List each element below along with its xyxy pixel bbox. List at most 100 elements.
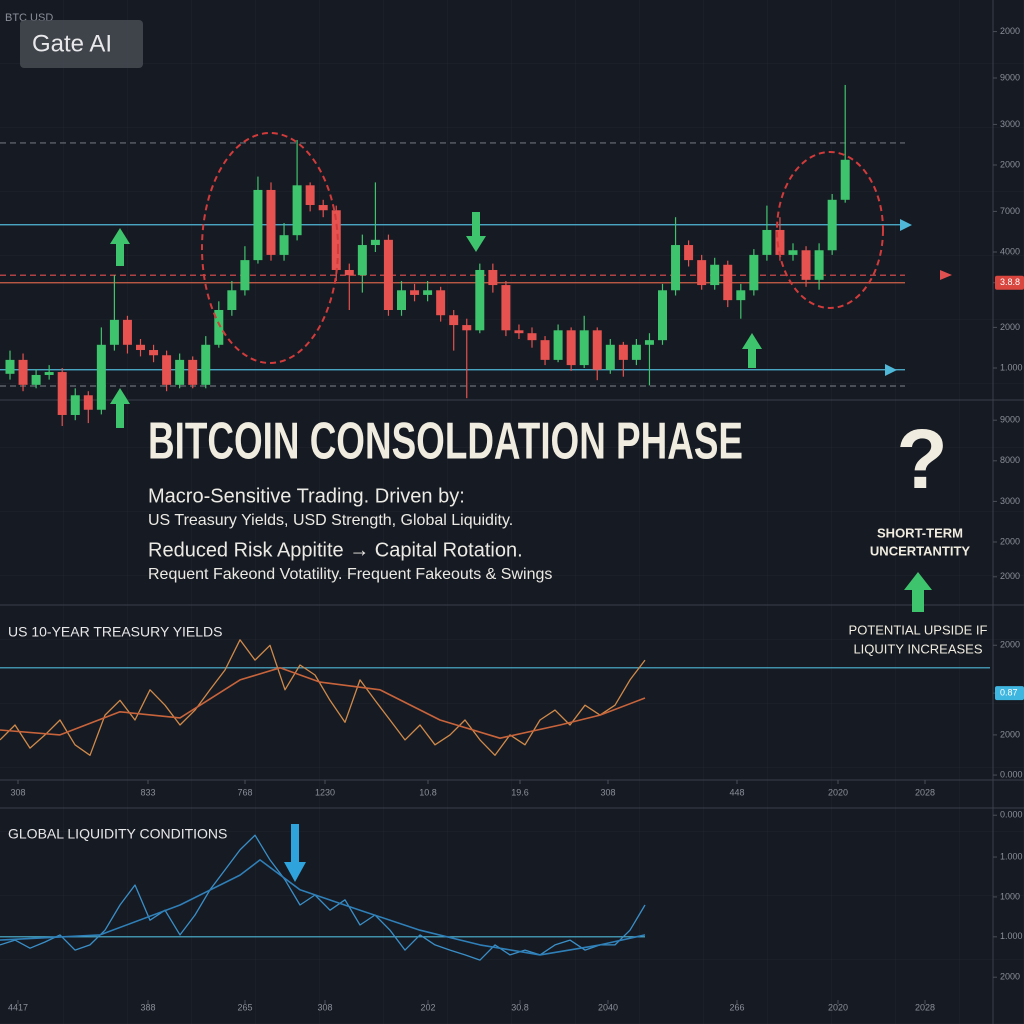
candle-body bbox=[527, 333, 537, 341]
candle-body bbox=[671, 245, 681, 291]
highlight-ellipse bbox=[776, 151, 884, 309]
y-tick-label: 4000 bbox=[1000, 246, 1020, 256]
candle-body bbox=[566, 330, 576, 366]
y-tick-label: 2000 bbox=[1000, 322, 1020, 332]
candle-body bbox=[540, 340, 550, 360]
arrowhead bbox=[900, 219, 912, 231]
candle-body bbox=[70, 395, 80, 415]
y-tick-label: 2000 bbox=[1000, 729, 1020, 739]
highlight-ellipse bbox=[201, 132, 339, 364]
candle-body bbox=[462, 325, 472, 331]
x-tick-label: 30.8 bbox=[511, 1002, 529, 1012]
y-tick-label: 2000 bbox=[1000, 640, 1020, 650]
candle-body bbox=[292, 185, 302, 236]
candle-body bbox=[331, 210, 341, 270]
x-tick-label: 265 bbox=[237, 1002, 252, 1012]
candle-body bbox=[579, 330, 589, 366]
y-tick-label: 2000 bbox=[1000, 159, 1020, 169]
candle-body bbox=[397, 290, 406, 310]
x-tick-label: 19.6 bbox=[511, 787, 529, 797]
decorations bbox=[110, 132, 952, 882]
x-tick-label: 308 bbox=[317, 1002, 332, 1012]
candle-body bbox=[240, 260, 250, 291]
x-tick-label: 2020 bbox=[828, 1002, 848, 1012]
x-tick-label: 2028 bbox=[915, 1002, 935, 1012]
y-tick-label: 1000 bbox=[1000, 891, 1020, 901]
y-tick-label: 3000 bbox=[1000, 119, 1020, 129]
subtitle-line: Macro-Sensitive Trading. Driven by: bbox=[148, 485, 465, 507]
candle-body bbox=[514, 330, 524, 334]
candle-body bbox=[644, 340, 654, 345]
candle-body bbox=[736, 290, 746, 301]
chart-layer: 2000 9000 3000 2000 7000 4000 3.8.8 2000 1.000 90… bbox=[0, 26, 1024, 1012]
candle-body bbox=[149, 350, 159, 356]
candle-body bbox=[253, 189, 263, 261]
candle-body bbox=[827, 199, 837, 251]
x-tick-label: 833 bbox=[140, 787, 155, 797]
candle-body bbox=[658, 290, 667, 341]
candle-body bbox=[605, 344, 615, 370]
x-tick-label: 388 bbox=[140, 1002, 155, 1012]
candle-body bbox=[697, 260, 707, 286]
x-tick-label: 10.8 bbox=[419, 787, 437, 797]
x-tick-label: 448 bbox=[729, 787, 744, 797]
candle-body bbox=[18, 359, 28, 385]
candle-body bbox=[109, 319, 119, 345]
candle-body bbox=[57, 372, 67, 415]
x-tick-label: 768 bbox=[237, 787, 252, 797]
tick-badge bbox=[995, 686, 1024, 701]
candle-body bbox=[279, 235, 289, 255]
y-tick-label: 8000 bbox=[1000, 455, 1020, 465]
panel-title: US 10-YEAR TREASURY YIELDS bbox=[8, 624, 223, 640]
subtitle-line: Requent Fakeond Votatility. Frequent Fak… bbox=[148, 566, 552, 583]
annotation: UNCERTANTITY bbox=[870, 543, 970, 558]
y-tick-label: 3000 bbox=[1000, 496, 1020, 506]
x-tick-label: 4417 bbox=[8, 1002, 28, 1012]
candle-body bbox=[370, 239, 380, 246]
x-tick-label: 308 bbox=[600, 787, 615, 797]
candle-body bbox=[383, 239, 393, 310]
candle-body bbox=[122, 319, 132, 345]
candle-body bbox=[723, 264, 733, 301]
watermark-badge bbox=[20, 20, 143, 68]
up-arrow bbox=[110, 388, 130, 428]
candle-body bbox=[136, 344, 145, 351]
down-arrow bbox=[284, 824, 306, 882]
panel-title: GLOBAL LIQUIDITY CONDITIONS bbox=[8, 826, 227, 842]
candle-body bbox=[749, 254, 759, 291]
candle-body bbox=[762, 229, 772, 255]
candle-body bbox=[631, 344, 641, 360]
candle-body bbox=[344, 269, 354, 276]
candle-body bbox=[357, 245, 367, 276]
annotation: LIQUITY INCREASES bbox=[853, 641, 982, 656]
candle-body bbox=[266, 189, 276, 255]
up-arrow bbox=[904, 572, 932, 612]
watermark: Gate AI bbox=[32, 30, 112, 57]
candle-body bbox=[96, 344, 106, 410]
y-tick-label: 0.87 bbox=[1000, 687, 1018, 697]
y-tick-label: 1.000 bbox=[1000, 931, 1023, 941]
candle-body bbox=[214, 310, 224, 345]
subtitle-line: US Treasury Yields, USD Strength, Global… bbox=[148, 512, 513, 529]
down-arrow bbox=[466, 212, 486, 252]
y-tick-label: 2000 bbox=[1000, 26, 1020, 36]
y-tick-label: 2000 bbox=[1000, 571, 1020, 581]
y-tick-label: 9000 bbox=[1000, 415, 1020, 425]
tick-badge bbox=[995, 275, 1024, 290]
x-tick-label: 266 bbox=[729, 1002, 744, 1012]
candle-body bbox=[175, 359, 185, 385]
candle-body bbox=[488, 269, 498, 286]
line-series bbox=[0, 859, 646, 956]
x-tick-label: 2020 bbox=[828, 787, 848, 797]
y-tick-label: 9000 bbox=[1000, 72, 1020, 82]
x-tick-label: 2028 bbox=[915, 787, 935, 797]
candle-body bbox=[410, 290, 420, 295]
candle-body bbox=[162, 355, 172, 385]
y-tick-label: 2000 bbox=[1000, 536, 1020, 546]
candle-body bbox=[814, 250, 824, 280]
candle-body bbox=[475, 269, 485, 331]
candle-body bbox=[305, 185, 315, 206]
line-series bbox=[0, 639, 646, 756]
